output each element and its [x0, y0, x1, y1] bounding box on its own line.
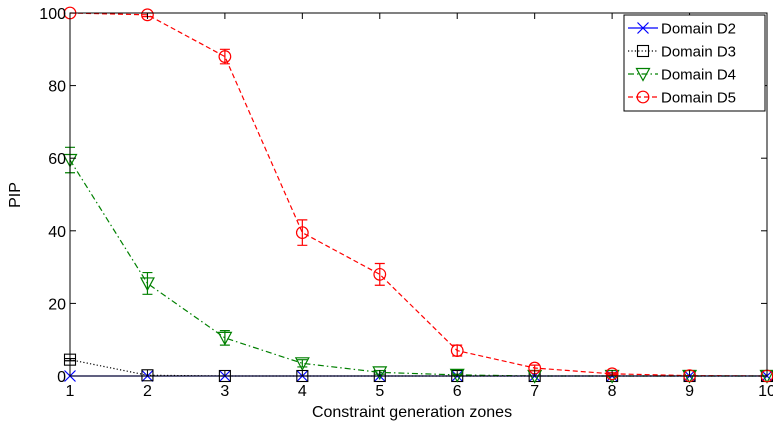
- x-tick-label: 2: [143, 383, 152, 400]
- y-tick-label: 80: [48, 79, 66, 96]
- x-tick-label: 3: [220, 383, 229, 400]
- y-tick-label: 40: [48, 224, 66, 241]
- data-point: [141, 8, 154, 22]
- data-point: [605, 367, 619, 381]
- legend-marker: [637, 22, 649, 34]
- y-axis-label: PIP: [7, 182, 24, 208]
- y-tick-label: 60: [48, 151, 66, 168]
- data-point: [217, 331, 233, 346]
- data-point: [141, 369, 154, 382]
- x-tick-label: 9: [685, 383, 694, 400]
- data-point: [450, 344, 464, 357]
- error-bar: [297, 359, 308, 368]
- data-point: [294, 357, 310, 372]
- legend-item-3: Domain D4: [628, 67, 736, 84]
- y-tick-label: 100: [39, 6, 66, 23]
- data-point: [218, 50, 232, 63]
- legend-label: Domain D2: [661, 21, 736, 38]
- legend-label: Domain D5: [661, 90, 736, 107]
- x-tick-label: 7: [530, 383, 539, 400]
- x-tick-label: 1: [66, 383, 75, 400]
- x-axis-label: Constraint generation zones: [312, 404, 512, 421]
- legend-label: Domain D4: [661, 67, 736, 84]
- series-line: [69, 12, 768, 377]
- error-bar: [219, 48, 230, 65]
- error-bar: [297, 219, 308, 246]
- data-point: [373, 267, 387, 281]
- x-tick-label: 8: [608, 383, 617, 400]
- legend-item-2: Domain D3: [628, 44, 736, 61]
- x-tick-label: 5: [375, 383, 384, 400]
- legend-item-4: Domain D5: [628, 90, 736, 107]
- x-tick-label: 10: [758, 383, 773, 400]
- legend-marker: [635, 67, 651, 82]
- y-tick-label: 0: [57, 369, 66, 386]
- legend-item-1: Domain D2: [628, 21, 736, 38]
- data-point: [449, 368, 465, 383]
- legend-box: [623, 14, 766, 112]
- data-point: [295, 226, 309, 240]
- data-point: [372, 366, 388, 381]
- error-bar: [374, 262, 385, 286]
- axes-frame: [69, 12, 768, 377]
- y-tick-label: 20: [48, 296, 66, 313]
- x-tick-label: 6: [453, 383, 462, 400]
- data-point: [139, 277, 155, 292]
- legend-label: Domain D3: [661, 44, 736, 61]
- legend: Domain D2 Domain D3 Domain D4 Domain D5: [623, 14, 766, 112]
- x-tick-label: 4: [298, 383, 307, 400]
- legend-marker: [636, 44, 650, 58]
- legend-marker: [636, 90, 650, 104]
